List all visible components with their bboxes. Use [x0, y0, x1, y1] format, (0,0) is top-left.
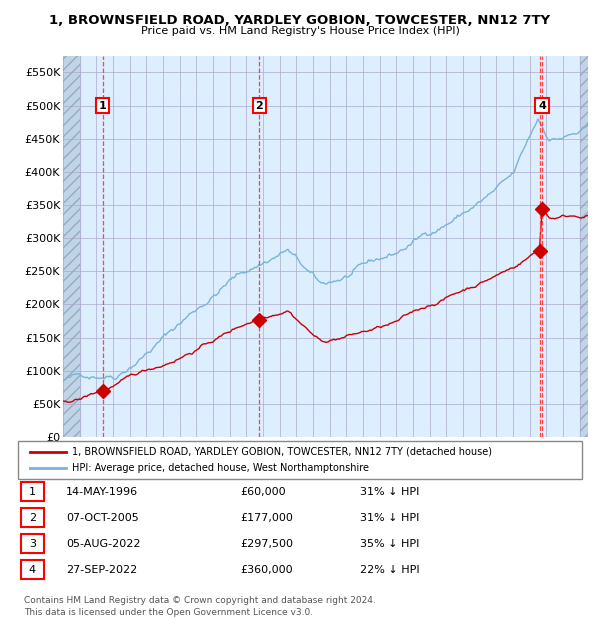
Text: 4: 4: [538, 100, 546, 110]
Text: £360,000: £360,000: [240, 565, 293, 575]
Bar: [580, 56, 588, 437]
Text: 31% ↓ HPI: 31% ↓ HPI: [360, 513, 419, 523]
Text: £60,000: £60,000: [240, 487, 286, 497]
Text: 3: 3: [29, 539, 36, 549]
Bar: [63, 56, 80, 437]
Text: 1: 1: [29, 487, 36, 497]
Text: 2: 2: [255, 100, 263, 110]
Text: HPI: Average price, detached house, West Northamptonshire: HPI: Average price, detached house, West…: [72, 463, 369, 473]
Text: 14-MAY-1996: 14-MAY-1996: [66, 487, 138, 497]
Text: 22% ↓ HPI: 22% ↓ HPI: [360, 565, 419, 575]
Text: 05-AUG-2022: 05-AUG-2022: [66, 539, 140, 549]
Bar: [580, 56, 588, 437]
Text: 1, BROWNSFIELD ROAD, YARDLEY GOBION, TOWCESTER, NN12 7TY (detached house): 1, BROWNSFIELD ROAD, YARDLEY GOBION, TOW…: [72, 447, 492, 457]
Text: 27-SEP-2022: 27-SEP-2022: [66, 565, 137, 575]
Text: 1, BROWNSFIELD ROAD, YARDLEY GOBION, TOWCESTER, NN12 7TY: 1, BROWNSFIELD ROAD, YARDLEY GOBION, TOW…: [49, 14, 551, 27]
Text: 07-OCT-2005: 07-OCT-2005: [66, 513, 139, 523]
Text: £177,000: £177,000: [240, 513, 293, 523]
Text: 4: 4: [29, 565, 36, 575]
Text: 35% ↓ HPI: 35% ↓ HPI: [360, 539, 419, 549]
Text: £297,500: £297,500: [240, 539, 293, 549]
Text: Contains HM Land Registry data © Crown copyright and database right 2024.
This d: Contains HM Land Registry data © Crown c…: [24, 596, 376, 617]
Text: Price paid vs. HM Land Registry's House Price Index (HPI): Price paid vs. HM Land Registry's House …: [140, 26, 460, 36]
Text: 2: 2: [29, 513, 36, 523]
Bar: [63, 56, 80, 437]
Text: 1: 1: [98, 100, 106, 110]
Text: 31% ↓ HPI: 31% ↓ HPI: [360, 487, 419, 497]
